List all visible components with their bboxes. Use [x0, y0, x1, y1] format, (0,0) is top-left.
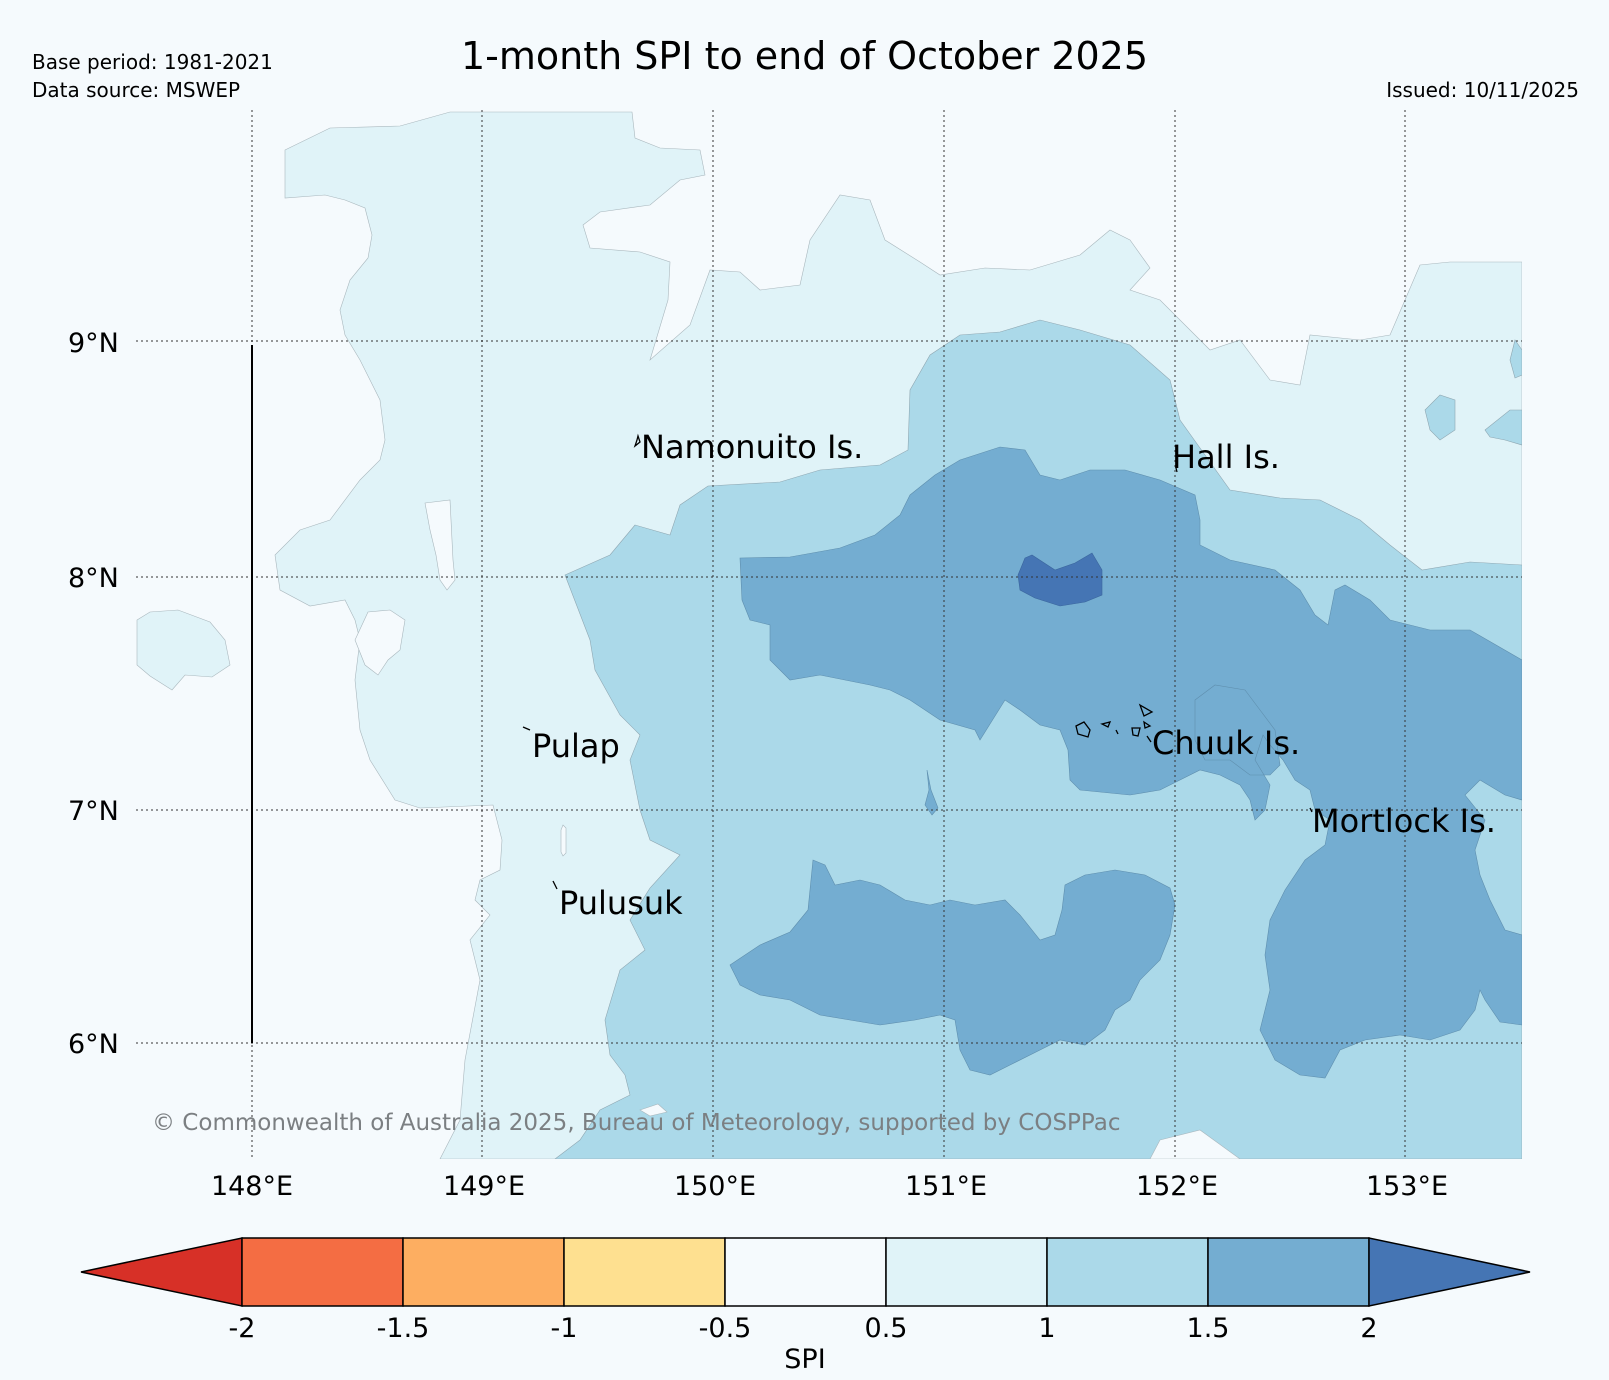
map-title: 1-month SPI to end of October 2025: [460, 34, 1149, 78]
colorbar: [80, 1237, 1531, 1307]
base-period-note: Base period: 1981-2021: [32, 50, 273, 74]
spi-contours: [136, 111, 1522, 1159]
colorbar-tick: 0.5: [865, 1313, 908, 1344]
spi-region-near-normal: [354, 499, 1241, 1159]
lon-label-153e: 153°E: [1366, 1171, 1448, 1202]
lon-label-152e: 152°E: [1136, 1171, 1218, 1202]
issued-date: Issued: 10/11/2025: [1386, 78, 1579, 102]
colorbar-segment-neg1-5: [402, 1237, 565, 1307]
lat-label-6n: 6°N: [68, 1029, 119, 1060]
colorbar-tick: 2: [1360, 1313, 1377, 1344]
colorbar-tick: -1: [551, 1313, 578, 1344]
place-label-pulusuk: Pulusuk: [559, 884, 683, 922]
lon-label-148e: 148°E: [211, 1171, 293, 1202]
colorbar-tick: 1: [1038, 1313, 1055, 1344]
colorbar-segment-neg1: [563, 1237, 726, 1307]
place-label-hall: Hall Is.: [1172, 438, 1280, 476]
colorbar-segment-1-5: [1207, 1237, 1370, 1307]
colorbar-tick: 1.5: [1187, 1313, 1230, 1344]
colorbar-segment-neg2: [241, 1237, 404, 1307]
lon-label-151e: 151°E: [905, 1171, 987, 1202]
colorbar-segment-0-5: [885, 1237, 1048, 1307]
colorbar-tick: -1.5: [377, 1313, 430, 1344]
data-source-note: Data source: MSWEP: [32, 78, 241, 102]
lat-gridlines: [136, 340, 1522, 1044]
colorbar-low-extension: [80, 1237, 243, 1307]
lat-label-7n: 7°N: [68, 796, 119, 827]
island-outlines: [522, 433, 1313, 890]
lat-label-8n: 8°N: [68, 563, 119, 594]
colorbar-label: SPI: [784, 1344, 825, 1375]
colorbar-tick: -2: [229, 1313, 256, 1344]
spi-region-1-5-2: [729, 446, 1522, 1079]
colorbar-high-extension: [1368, 1237, 1531, 1307]
copyright-notice: © Commonwealth of Australia 2025, Bureau…: [152, 1110, 1121, 1136]
colorbar-tick: -0.5: [699, 1313, 752, 1344]
place-label-mortlock: Mortlock Is.: [1312, 802, 1496, 840]
place-label-namonuito: Namonuito Is.: [641, 428, 863, 466]
lat-label-9n: 9°N: [68, 328, 119, 359]
place-label-chuuk: Chuuk Is.: [1152, 724, 1300, 762]
lon-label-149e: 149°E: [443, 1171, 525, 1202]
colorbar-segment-1: [1046, 1237, 1209, 1307]
spi-region-above-2: [1017, 552, 1103, 607]
place-label-pulap: Pulap: [532, 727, 620, 765]
lon-label-150e: 150°E: [674, 1171, 756, 1202]
colorbar-segment-neg0-5: [724, 1237, 887, 1307]
